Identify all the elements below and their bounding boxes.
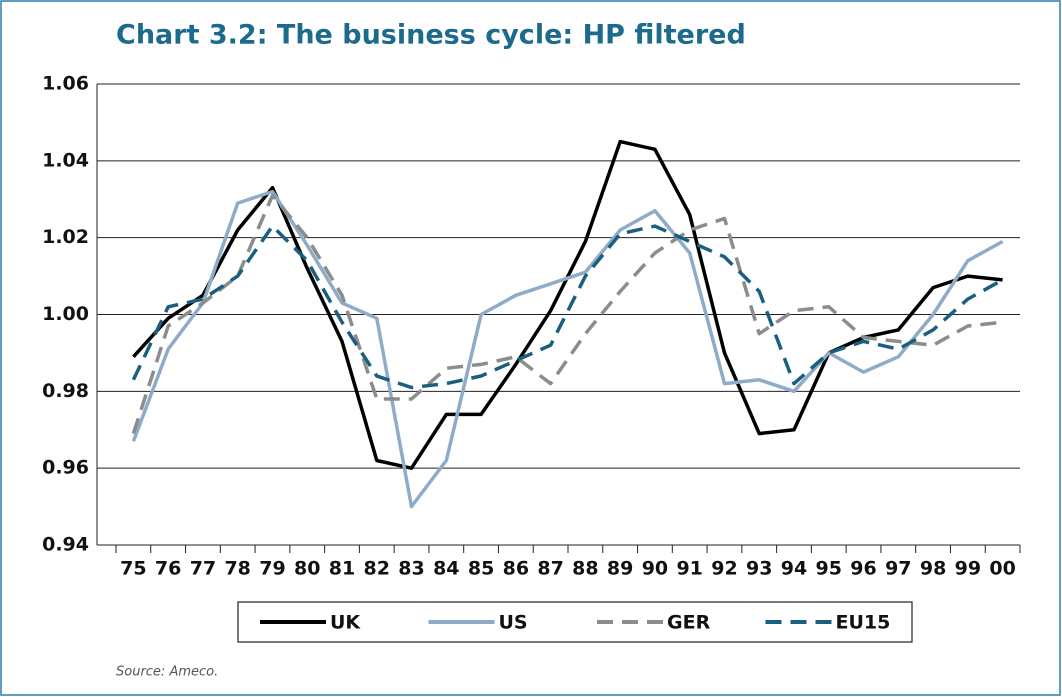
legend-label: EU15	[836, 612, 891, 634]
y-tick-label: 1.02	[42, 226, 89, 248]
x-tick-label: 99	[955, 558, 981, 580]
x-tick-label: 98	[920, 558, 946, 580]
chart-title: Chart 3.2: The business cycle: HP filter…	[116, 20, 746, 51]
y-tick-label: 0.98	[42, 380, 89, 402]
x-tick-label: 81	[329, 558, 355, 580]
x-tick-label: 90	[642, 558, 668, 580]
legend-label: UK	[330, 612, 361, 634]
x-tick-label: 95	[816, 558, 842, 580]
x-tick-label: 86	[503, 558, 529, 580]
x-tick-label: 00	[989, 558, 1015, 580]
x-tick-label: 85	[468, 558, 494, 580]
x-tick-label: 84	[433, 558, 459, 580]
x-tick-label: 82	[364, 558, 390, 580]
x-tick-label: 76	[155, 558, 181, 580]
x-tick-label: 92	[711, 558, 737, 580]
x-tick-label: 78	[224, 558, 250, 580]
legend-label: GER	[667, 612, 711, 634]
x-tick-label: 93	[746, 558, 772, 580]
y-tick-label: 1.04	[42, 149, 89, 171]
y-tick-label: 1.00	[42, 303, 89, 325]
x-tick-label: 91	[676, 558, 702, 580]
x-tick-label: 83	[398, 558, 424, 580]
series-line	[131, 224, 1004, 390]
x-tick-label: 88	[572, 558, 598, 580]
legend-label: US	[499, 612, 528, 634]
x-tick-label: 96	[850, 558, 876, 580]
y-tick-label: 1.06	[42, 73, 89, 95]
series-line	[131, 189, 1004, 509]
x-tick-label: 87	[537, 558, 563, 580]
x-tick-label: 94	[781, 558, 807, 580]
source-note: Source: Ameco.	[116, 665, 218, 680]
x-tick-label: 79	[259, 558, 285, 580]
y-tick-label: 0.94	[42, 534, 89, 556]
x-tick-label: 80	[294, 558, 320, 580]
x-tick-label: 97	[885, 558, 911, 580]
x-tick-label: 75	[120, 558, 146, 580]
x-tick-label: 89	[607, 558, 633, 580]
y-tick-label: 0.96	[42, 457, 89, 479]
x-tick-label: 77	[190, 558, 216, 580]
